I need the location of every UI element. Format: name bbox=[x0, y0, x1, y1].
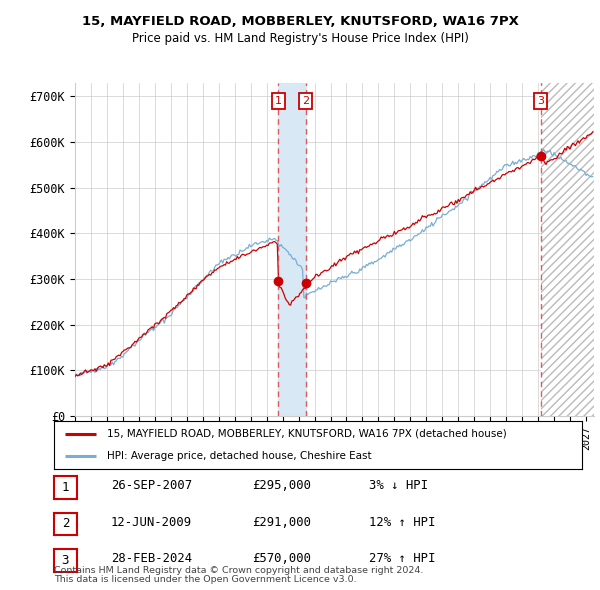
Text: Price paid vs. HM Land Registry's House Price Index (HPI): Price paid vs. HM Land Registry's House … bbox=[131, 32, 469, 45]
Text: 3% ↓ HPI: 3% ↓ HPI bbox=[369, 479, 428, 492]
Text: 27% ↑ HPI: 27% ↑ HPI bbox=[369, 552, 436, 565]
Text: 1: 1 bbox=[62, 481, 69, 494]
Text: 3: 3 bbox=[62, 554, 69, 567]
Text: 26-SEP-2007: 26-SEP-2007 bbox=[111, 479, 192, 492]
Text: £291,000: £291,000 bbox=[252, 516, 311, 529]
Text: 12-JUN-2009: 12-JUN-2009 bbox=[111, 516, 192, 529]
Text: This data is licensed under the Open Government Licence v3.0.: This data is licensed under the Open Gov… bbox=[54, 575, 356, 584]
Bar bbox=[278, 83, 306, 416]
Text: 2: 2 bbox=[62, 517, 69, 530]
Text: 28-FEB-2024: 28-FEB-2024 bbox=[111, 552, 192, 565]
Text: £570,000: £570,000 bbox=[252, 552, 311, 565]
Text: HPI: Average price, detached house, Cheshire East: HPI: Average price, detached house, Ches… bbox=[107, 451, 371, 461]
Text: £295,000: £295,000 bbox=[252, 479, 311, 492]
Text: 12% ↑ HPI: 12% ↑ HPI bbox=[369, 516, 436, 529]
Text: 1: 1 bbox=[275, 96, 282, 106]
Text: 2: 2 bbox=[302, 96, 310, 106]
Text: Contains HM Land Registry data © Crown copyright and database right 2024.: Contains HM Land Registry data © Crown c… bbox=[54, 566, 424, 575]
Text: 15, MAYFIELD ROAD, MOBBERLEY, KNUTSFORD, WA16 7PX (detached house): 15, MAYFIELD ROAD, MOBBERLEY, KNUTSFORD,… bbox=[107, 429, 506, 439]
Text: 15, MAYFIELD ROAD, MOBBERLEY, KNUTSFORD, WA16 7PX: 15, MAYFIELD ROAD, MOBBERLEY, KNUTSFORD,… bbox=[82, 15, 518, 28]
Text: 3: 3 bbox=[537, 96, 544, 106]
